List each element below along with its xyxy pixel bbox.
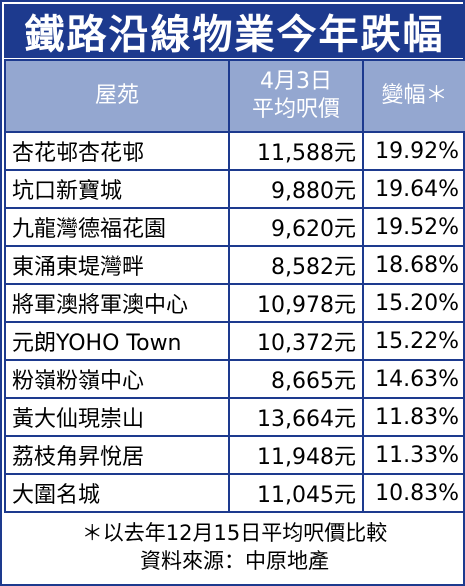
footer: ＊以去年12月15日平均呎價比較 資料來源：中原地產 [4, 515, 465, 586]
price-cell: 11,948元 [228, 435, 364, 475]
drop-cell: 18.68% [362, 245, 465, 285]
drop-cell: 19.52% [362, 207, 465, 247]
table-row: 荔枝角昇悅居 11,948元 11.33% [4, 435, 465, 475]
price-cell: 11,045元 [228, 473, 364, 513]
header-price-date: 4月3日 [260, 69, 332, 94]
drop-cell: 11.33% [362, 435, 465, 475]
table-row: 粉嶺粉嶺中心 8,665元 14.63% [4, 359, 465, 399]
header-drop: 變幅＊ [362, 59, 465, 133]
drop-cell: 11.83% [362, 397, 465, 437]
estate-cell: 杏花邨杏花邨 [4, 131, 230, 171]
drop-cell: 14.63% [362, 359, 465, 399]
infographic-title: 鐵路沿線物業今年跌幅 [4, 4, 465, 58]
table-row: 坑口新寶城 9,880元 19.64% [4, 169, 465, 209]
table-row: 東涌東堤灣畔 8,582元 18.68% [4, 245, 465, 285]
estate-cell: 粉嶺粉嶺中心 [4, 359, 230, 399]
estate-cell: 坑口新寶城 [4, 169, 230, 209]
table-row: 九龍灣德福花園 9,620元 19.52% [4, 207, 465, 247]
estate-cell: 東涌東堤灣畔 [4, 245, 230, 285]
drop-cell: 19.92% [362, 131, 465, 171]
footnote: ＊以去年12月15日平均呎價比較 [81, 521, 388, 545]
drop-cell: 15.20% [362, 283, 465, 323]
table-row: 將軍澳將軍澳中心 10,978元 15.20% [4, 283, 465, 323]
price-table: 屋苑 4月3日 平均呎價 變幅＊ 杏花邨杏花邨 11,588元 19.92% 坑口新寶… [4, 59, 465, 513]
price-cell: 10,372元 [228, 321, 364, 361]
estate-cell: 大圍名城 [4, 473, 230, 513]
price-cell: 8,582元 [228, 245, 364, 285]
price-cell: 10,978元 [228, 283, 364, 323]
table-row: 黃大仙現崇山 13,664元 11.83% [4, 397, 465, 437]
price-cell: 13,664元 [228, 397, 364, 437]
price-cell: 9,620元 [228, 207, 364, 247]
table-header-row: 屋苑 4月3日 平均呎價 變幅＊ [4, 59, 465, 133]
table-row: 元朗YOHO Town 10,372元 15.22% [4, 321, 465, 361]
estate-cell: 元朗YOHO Town [4, 321, 230, 361]
drop-cell: 15.22% [362, 321, 465, 361]
table-body: 杏花邨杏花邨 11,588元 19.92% 坑口新寶城 9,880元 19.64% 九龍灣德… [4, 131, 465, 513]
price-cell: 8,665元 [228, 359, 364, 399]
header-estate: 屋苑 [4, 59, 230, 133]
estate-cell: 荔枝角昇悅居 [4, 435, 230, 475]
table-row: 大圍名城 11,045元 10.83% [4, 473, 465, 513]
table-row: 杏花邨杏花邨 11,588元 19.92% [4, 131, 465, 171]
estate-cell: 九龍灣德福花園 [4, 207, 230, 247]
estate-cell: 將軍澳將軍澳中心 [4, 283, 230, 323]
estate-cell: 黃大仙現崇山 [4, 397, 230, 437]
header-price: 4月3日 平均呎價 [228, 59, 364, 133]
drop-cell: 10.83% [362, 473, 465, 513]
drop-cell: 19.64% [362, 169, 465, 209]
price-cell: 9,880元 [228, 169, 364, 209]
price-cell: 11,588元 [228, 131, 364, 171]
data-source: 資料來源：中原地產 [140, 549, 329, 573]
header-price-label: 平均呎價 [251, 97, 340, 122]
